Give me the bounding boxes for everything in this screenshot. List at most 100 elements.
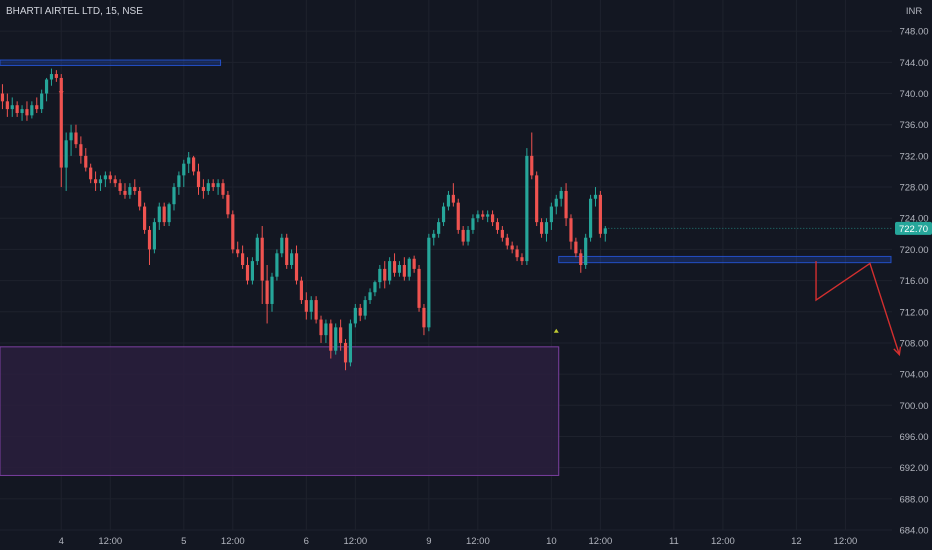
candle[interactable] [383,261,387,289]
candle[interactable] [515,245,519,262]
candle[interactable] [593,187,598,207]
candle[interactable] [358,303,362,322]
candle[interactable] [417,265,421,312]
candle[interactable] [422,303,426,336]
candle[interactable] [446,190,451,211]
candle[interactable] [0,84,5,110]
candle[interactable] [304,292,308,320]
candle[interactable] [138,187,142,211]
candle[interactable] [441,202,446,227]
candles-layer[interactable] [0,68,607,371]
candle[interactable] [118,179,122,195]
candle[interactable] [500,226,504,242]
candle[interactable] [569,214,573,250]
candle[interactable] [535,171,539,227]
candle[interactable] [260,226,264,304]
candle[interactable] [490,210,495,227]
candle[interactable] [584,233,588,269]
candle[interactable] [539,218,544,238]
candle[interactable] [299,276,304,304]
candle[interactable] [275,249,279,281]
candle[interactable] [427,233,431,332]
candle[interactable] [265,265,269,324]
candle[interactable] [280,233,284,258]
candle[interactable] [486,210,490,223]
candle[interactable] [79,136,83,164]
candle[interactable] [353,303,357,328]
candle[interactable] [294,245,299,285]
candle[interactable] [211,179,215,191]
candle[interactable] [373,280,377,297]
candle[interactable] [196,163,201,195]
candle[interactable] [128,183,132,199]
candle[interactable] [167,202,171,227]
candle[interactable] [192,155,196,176]
candle[interactable] [216,179,220,195]
candle[interactable] [98,175,103,191]
candle[interactable] [471,214,475,234]
candle[interactable] [319,315,323,343]
candle[interactable] [495,218,500,234]
candle[interactable] [290,249,294,269]
candle[interactable] [54,70,58,82]
candle[interactable] [339,319,343,351]
candle[interactable] [343,339,348,371]
candle[interactable] [177,171,181,195]
candle[interactable] [378,265,382,289]
candle[interactable] [245,257,250,285]
candle[interactable] [324,319,328,343]
candle[interactable] [388,257,392,285]
candle[interactable] [113,175,117,188]
candle[interactable] [162,202,166,227]
candle[interactable] [25,101,29,121]
candle[interactable] [108,171,112,184]
candle[interactable] [133,179,137,195]
candle[interactable] [142,202,147,234]
candle[interactable] [255,233,259,265]
candle[interactable] [579,249,583,273]
candle[interactable] [348,319,353,367]
price-axis[interactable]: 748.00 744.00 740.00 736.00 732.00 728.00 724.… [899,27,928,537]
candle[interactable] [147,226,152,265]
candle[interactable] [201,179,205,199]
candle[interactable] [407,257,411,281]
candle[interactable] [368,288,372,304]
candle[interactable] [182,159,186,188]
candle[interactable] [231,210,235,254]
candle[interactable] [363,296,367,320]
candle[interactable] [44,77,49,102]
candle[interactable] [432,229,436,246]
candle[interactable] [564,183,568,227]
candle[interactable] [329,319,333,359]
candle[interactable] [206,179,210,195]
candle[interactable] [544,218,549,242]
candle[interactable] [40,89,44,114]
time-axis[interactable]: 4 12:00 5 12:00 6 12:00 9 12:00 10 12:00 11 12:00 12… [59,536,858,547]
candle[interactable] [236,241,240,258]
candle[interactable] [84,148,88,172]
candle[interactable] [157,202,161,230]
candle[interactable] [89,163,93,184]
candle[interactable] [69,124,73,156]
candle[interactable] [250,257,254,285]
candle[interactable] [461,226,465,246]
candle[interactable] [397,261,402,277]
candle[interactable] [588,194,593,242]
candle[interactable] [466,226,470,246]
candle[interactable] [103,171,107,188]
candle[interactable] [123,183,127,199]
candle[interactable] [402,257,406,281]
candle[interactable] [520,253,524,265]
candle[interactable] [451,183,455,207]
candle[interactable] [10,97,14,117]
candle[interactable] [559,187,563,207]
candle[interactable] [456,198,460,234]
candle[interactable] [30,101,34,119]
candle[interactable] [20,105,24,121]
candle[interactable] [530,132,534,180]
candle[interactable] [481,210,485,220]
candle[interactable] [152,218,156,254]
candle[interactable] [392,253,397,277]
candle[interactable] [334,323,338,355]
